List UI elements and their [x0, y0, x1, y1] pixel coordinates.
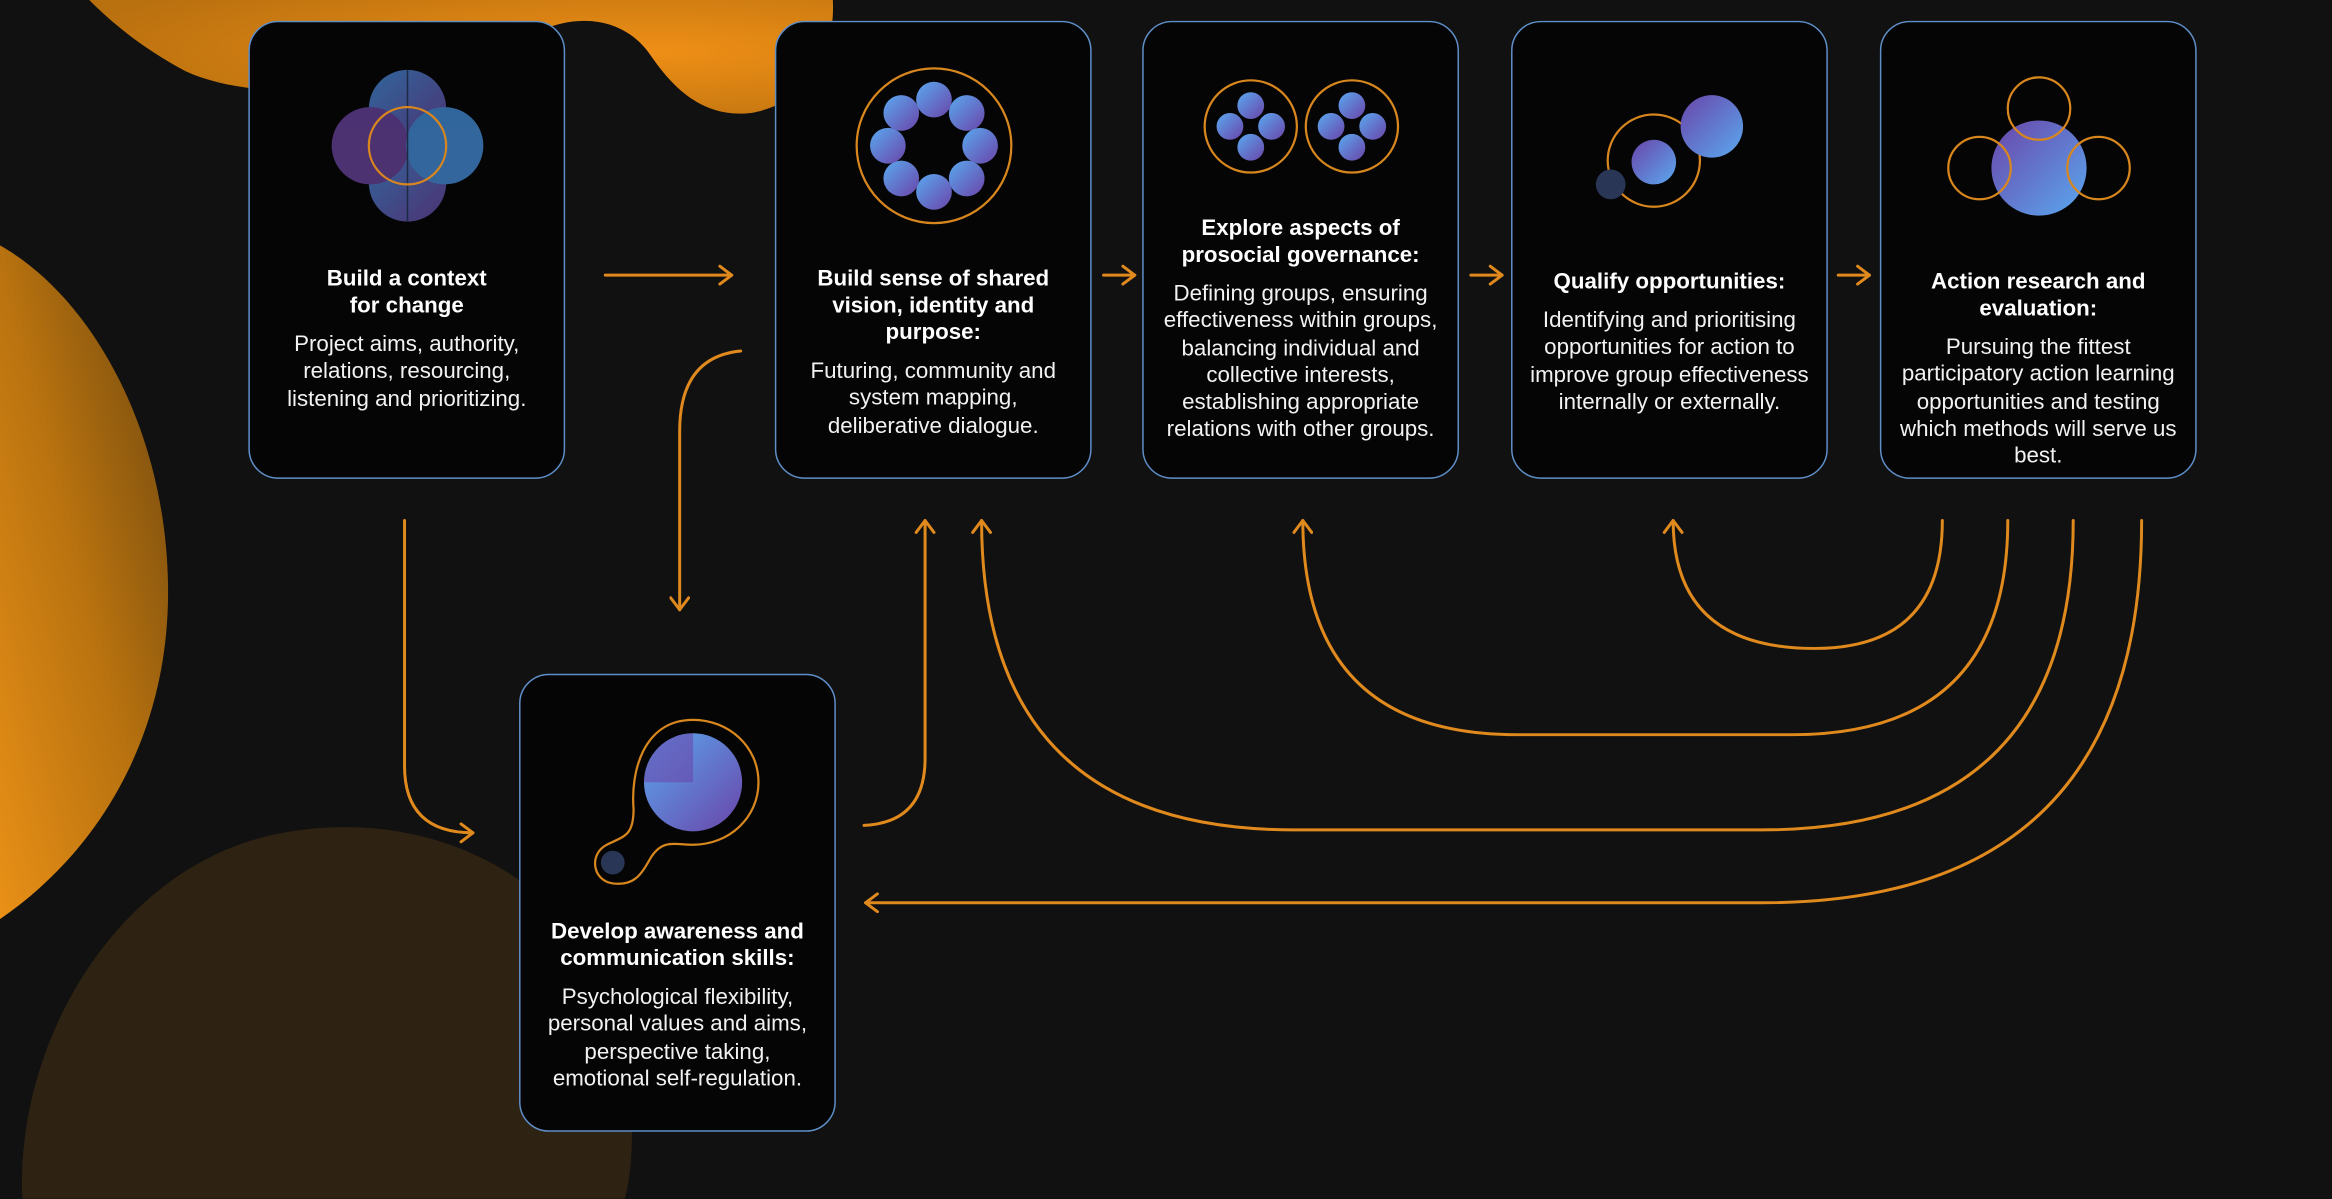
step-description: Psychological flexibility, personal valu… — [547, 984, 808, 1092]
bottom-brown-blob — [21, 827, 632, 1199]
growing-circles-icon — [1595, 95, 1744, 208]
step-title: Develop awareness and communication skil… — [550, 919, 804, 972]
step-card-awareness: Develop awareness and communication skil… — [519, 673, 836, 1132]
quatrefoil-icon — [331, 69, 484, 222]
step-card-research: Action research and evaluation: Pursuing… — [1879, 20, 2197, 479]
step-description: Identifying and prioritising opportuniti… — [1530, 307, 1809, 415]
pie-with-satellite-icon — [593, 718, 760, 885]
step-card-context: Build a context for change Project aims,… — [248, 20, 566, 479]
step-description: Defining groups, ensuring effectiveness … — [1163, 281, 1438, 443]
step-card-opportunities: Qualify opportunities: Identifying and p… — [1511, 20, 1828, 479]
step-description: Project aims, authority, relations, reso… — [287, 331, 527, 412]
step-card-vision: Build sense of shared vision, identity a… — [774, 20, 1092, 479]
twin-groups-icon — [1203, 79, 1400, 174]
step-title: Qualify opportunities: — [1553, 269, 1786, 295]
venn-circles-icon — [1947, 76, 2131, 216]
step-title: Action research and evaluation: — [1931, 269, 2146, 322]
step-title: Build sense of shared vision, identity a… — [817, 266, 1050, 346]
ring-of-circles-icon — [855, 67, 1013, 225]
step-title: Explore aspects of prosocial governance: — [1181, 215, 1420, 268]
step-description: Futuring, community and system mapping, … — [810, 358, 1056, 439]
step-title: Build a context for change — [326, 266, 487, 319]
left-orange-blob — [0, 245, 169, 920]
step-card-governance: Explore aspects of prosocial governance:… — [1142, 20, 1459, 479]
step-description: Pursuing the fittest participatory actio… — [1900, 334, 2177, 469]
